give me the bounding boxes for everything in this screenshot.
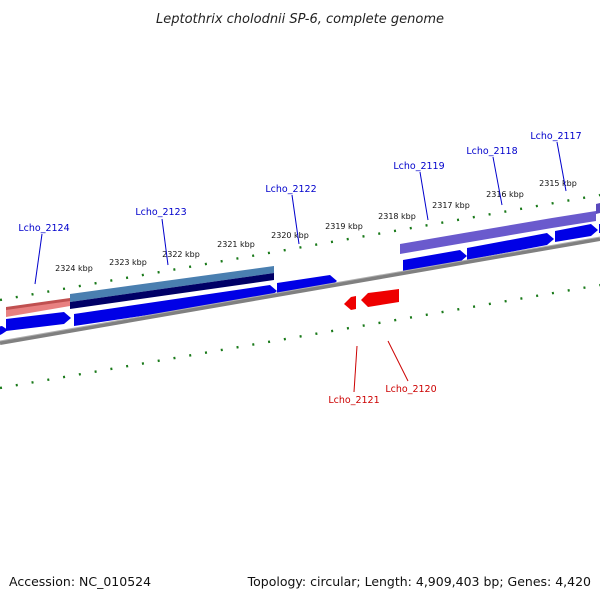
- reverse-genes: [344, 289, 399, 310]
- gene-arrow-forward[interactable]: [555, 224, 598, 242]
- scale-label-2322: 2322 kbp: [162, 250, 200, 259]
- feature-bar-navy[interactable]: [70, 273, 274, 309]
- gene-label-lcho-2121[interactable]: Lcho_2121: [328, 395, 379, 406]
- genome-summary-text: Topology: circular; Length: 4,909,403 bp…: [247, 574, 591, 589]
- bottom-leader-lines: [353, 340, 409, 393]
- feature-bar-pink[interactable]: [6, 299, 70, 317]
- feature-bar-purple-2[interactable]: [464, 218, 552, 243]
- upper-tick-row: [0, 193, 600, 302]
- gene-arrow-forward[interactable]: [0, 326, 8, 337]
- top-leader-lines: [34, 141, 567, 285]
- leader-line: [556, 141, 567, 192]
- scale-label-2320: 2320 kbp: [271, 231, 309, 240]
- gene-label-lcho-2117[interactable]: Lcho_2117: [530, 131, 581, 142]
- lower-tick-row: [0, 283, 600, 390]
- accession-text: Accession: NC_010524: [9, 574, 151, 589]
- leader-line: [387, 340, 409, 382]
- feature-bar-steel[interactable]: [70, 266, 274, 302]
- feature-bar-purple-4[interactable]: [596, 203, 600, 214]
- scale-labels: 2324 kbp 2323 kbp 2322 kbp 2321 kbp 2320…: [55, 179, 577, 273]
- leader-line: [419, 171, 429, 221]
- map-title: Leptothrix cholodnii SP-6, complete geno…: [156, 12, 444, 27]
- forward-genes: [0, 224, 600, 337]
- gene-arrow-forward[interactable]: [74, 285, 277, 326]
- scale-label-2315: 2315 kbp: [539, 179, 577, 188]
- scale-label-2321: 2321 kbp: [217, 240, 255, 249]
- scale-label-2323: 2323 kbp: [109, 258, 147, 267]
- gene-label-lcho-2122[interactable]: Lcho_2122: [265, 184, 316, 195]
- scale-label-2318: 2318 kbp: [378, 212, 416, 221]
- gene-label-lcho-2118[interactable]: Lcho_2118: [466, 146, 517, 157]
- gene-label-lcho-2119[interactable]: Lcho_2119: [393, 161, 444, 172]
- leader-line: [161, 218, 169, 266]
- bottom-gene-labels: Lcho_2121 Lcho_2120: [328, 384, 436, 406]
- genome-backbone: [0, 237, 600, 345]
- gene-arrow-forward[interactable]: [403, 250, 467, 272]
- feature-track: [6, 203, 600, 317]
- scale-label-2316: 2316 kbp: [486, 190, 524, 199]
- leader-line: [291, 194, 300, 245]
- gene-arrow-reverse[interactable]: [344, 296, 356, 310]
- gene-arrow-forward[interactable]: [6, 312, 71, 331]
- leader-line: [353, 345, 358, 393]
- gene-label-lcho-2120[interactable]: Lcho_2120: [385, 384, 436, 395]
- top-gene-labels: Lcho_2124 Lcho_2123 Lcho_2122 Lcho_2119 …: [18, 131, 581, 234]
- feature-bar-purple-1[interactable]: [400, 233, 464, 254]
- gene-label-lcho-2123[interactable]: Lcho_2123: [135, 207, 186, 218]
- leader-line: [492, 156, 503, 206]
- gene-arrow-reverse[interactable]: [361, 289, 399, 307]
- genome-backbone-highlight: [0, 236, 600, 342]
- feature-bar-purple-3[interactable]: [552, 211, 596, 228]
- feature-bar-pink-edge: [6, 298, 70, 310]
- scale-label-2324: 2324 kbp: [55, 264, 93, 273]
- leader-line: [34, 233, 43, 285]
- scale-label-2317: 2317 kbp: [432, 201, 470, 210]
- scale-label-2319: 2319 kbp: [325, 222, 363, 231]
- gene-label-lcho-2124[interactable]: Lcho_2124: [18, 223, 69, 234]
- gene-arrow-forward[interactable]: [467, 233, 554, 260]
